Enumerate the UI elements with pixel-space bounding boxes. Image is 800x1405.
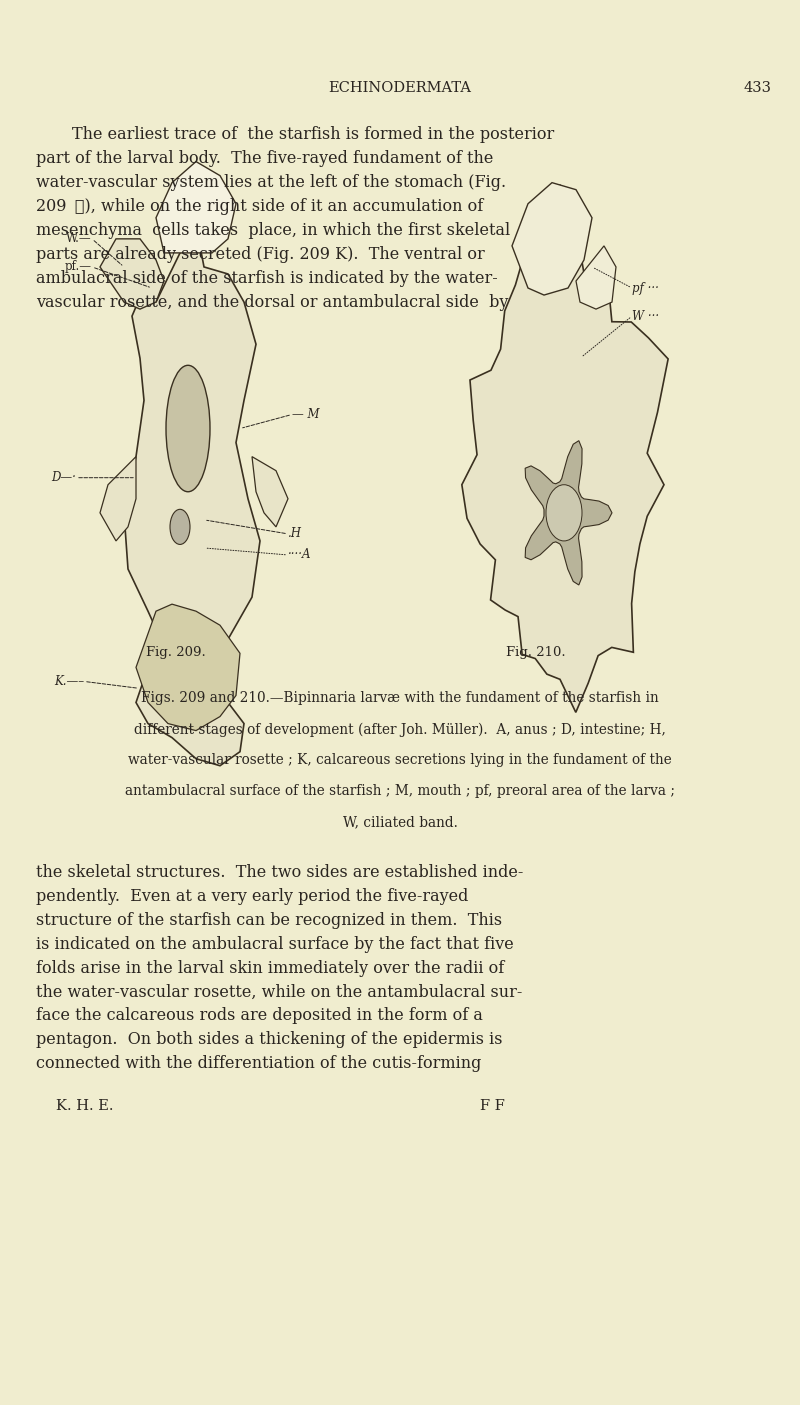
Polygon shape	[525, 441, 612, 584]
Text: vascular rosette, and the dorsal or antambulacral side  by: vascular rosette, and the dorsal or anta…	[36, 294, 508, 311]
Text: ····A: ····A	[288, 548, 311, 562]
Text: water-vascular system lies at the left of the stomach (Fig.: water-vascular system lies at the left o…	[36, 174, 506, 191]
Text: Fig. 210.: Fig. 210.	[506, 646, 566, 659]
Text: pf ···: pf ···	[632, 281, 659, 295]
Text: — M: — M	[292, 407, 319, 422]
Text: structure of the starfish can be recognized in them.  This: structure of the starfish can be recogni…	[36, 912, 502, 929]
Polygon shape	[136, 604, 240, 731]
Text: pf.—: pf.—	[65, 260, 92, 274]
Text: the skeletal structures.  The two sides are established inde-: the skeletal structures. The two sides a…	[36, 864, 523, 881]
Text: folds arise in the larval skin immediately over the radii of: folds arise in the larval skin immediate…	[36, 960, 504, 976]
Text: W.—: W.—	[66, 232, 92, 246]
Text: part of the larval body.  The five-rayed fundament of the: part of the larval body. The five-rayed …	[36, 150, 494, 167]
Text: mesenchyma  cells takes  place, in which the first skeletal: mesenchyma cells takes place, in which t…	[36, 222, 510, 239]
Text: is indicated on the ambulacral surface by the fact that five: is indicated on the ambulacral surface b…	[36, 936, 514, 953]
Text: W ···: W ···	[632, 309, 659, 323]
Polygon shape	[100, 239, 164, 309]
Polygon shape	[252, 457, 288, 527]
Text: Fig. 209.: Fig. 209.	[146, 646, 206, 659]
Text: .H: .H	[288, 527, 302, 541]
Polygon shape	[156, 162, 236, 253]
Polygon shape	[576, 246, 616, 309]
Text: 433: 433	[744, 81, 772, 96]
Text: connected with the differentiation of the cutis-forming: connected with the differentiation of th…	[36, 1055, 482, 1072]
Text: parts are already secreted (Fig. 209 K).  The ventral or: parts are already secreted (Fig. 209 K).…	[36, 246, 485, 263]
Text: F F: F F	[480, 1099, 505, 1113]
Text: 209  ℋ), while on the right side of it an accumulation of: 209 ℋ), while on the right side of it an…	[36, 198, 483, 215]
Text: D—·: D—·	[51, 471, 76, 485]
Text: antambulacral surface of the starfish ; M, mouth ; pf, preoral area of the larva: antambulacral surface of the starfish ; …	[125, 784, 675, 798]
Polygon shape	[124, 246, 260, 766]
Text: K.—–: K.—–	[54, 674, 84, 688]
Text: W, ciliated band.: W, ciliated band.	[342, 815, 458, 829]
Text: the water-vascular rosette, while on the antambulacral sur-: the water-vascular rosette, while on the…	[36, 983, 522, 1000]
Text: ECHINODERMATA: ECHINODERMATA	[329, 81, 471, 96]
Polygon shape	[462, 184, 668, 712]
Text: K. H. E.: K. H. E.	[56, 1099, 114, 1113]
Text: face the calcareous rods are deposited in the form of a: face the calcareous rods are deposited i…	[36, 1007, 483, 1024]
Text: water-vascular rosette ; K, calcareous secretions lying in the fundament of the: water-vascular rosette ; K, calcareous s…	[128, 753, 672, 767]
Text: Figs. 209 and 210.—Bipinnaria larvæ with the fundament of the starfish in: Figs. 209 and 210.—Bipinnaria larvæ with…	[141, 691, 659, 705]
Text: The earliest trace of  the starfish is formed in the posterior: The earliest trace of the starfish is fo…	[72, 126, 554, 143]
Text: pentagon.  On both sides a thickening of the epidermis is: pentagon. On both sides a thickening of …	[36, 1031, 502, 1048]
Text: different stages of development (after Joh. Müller).  A, anus ; D, intestine; H,: different stages of development (after J…	[134, 722, 666, 736]
Ellipse shape	[546, 485, 582, 541]
Polygon shape	[512, 183, 592, 295]
Polygon shape	[100, 457, 136, 541]
Ellipse shape	[166, 365, 210, 492]
Text: pendently.  Even at a very early period the five-rayed: pendently. Even at a very early period t…	[36, 888, 468, 905]
Ellipse shape	[170, 509, 190, 544]
Text: ambulacral side of the starfish is indicated by the water-: ambulacral side of the starfish is indic…	[36, 270, 498, 287]
